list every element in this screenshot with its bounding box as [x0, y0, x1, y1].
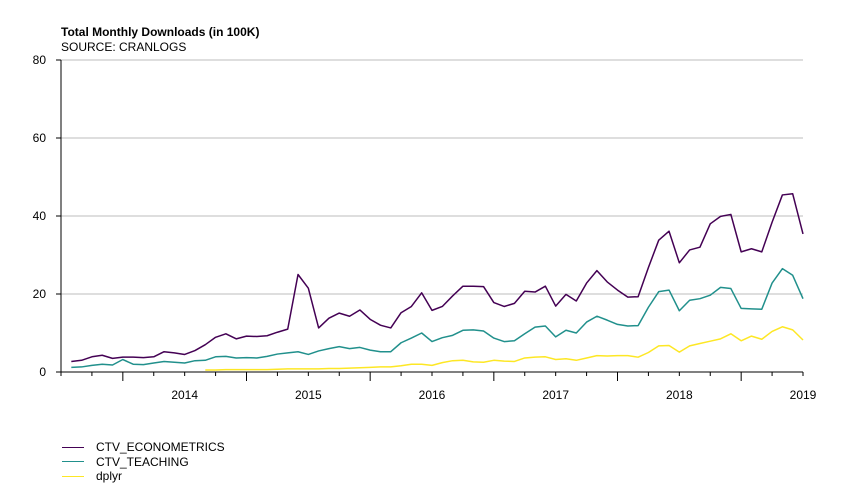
y-axis: 0 20 40 60 80	[33, 53, 62, 379]
legend-item-teaching: CTV_TEACHING	[62, 455, 225, 470]
series-line-ctv-econometrics	[71, 193, 804, 363]
series-lines	[71, 193, 804, 371]
legend-item-dplyr: dplyr	[62, 469, 225, 484]
chart-title: Total Monthly Downloads (in 100K)	[61, 25, 260, 39]
legend-label-econometrics: CTV_ECONOMETRICS	[96, 440, 225, 455]
chart-subtitle: SOURCE: CRANLOGS	[61, 40, 187, 54]
y-tick-label: 40	[33, 209, 47, 223]
legend-label-dplyr: dplyr	[96, 469, 123, 484]
y-tick-label: 20	[33, 287, 47, 301]
legend: CTV_ECONOMETRICS CTV_TEACHING dplyr	[62, 440, 225, 484]
x-tick-label-2018: 2018	[666, 388, 693, 402]
legend-swatch-econometrics	[62, 446, 84, 448]
series-line-dplyr	[205, 326, 804, 371]
y-tick-label: 80	[33, 53, 47, 67]
legend-swatch-teaching	[62, 461, 84, 463]
x-tick-label-2016: 2016	[419, 388, 446, 402]
y-tick-label: 0	[39, 365, 46, 379]
x-tick-label-2015: 2015	[295, 388, 322, 402]
y-tick-label: 60	[33, 131, 47, 145]
legend-label-teaching: CTV_TEACHING	[96, 454, 189, 469]
x-tick-label-2019: 2019	[790, 388, 817, 402]
x-axis: 2014 2015 2016 2017 2018 2019	[60, 371, 817, 402]
legend-item-econometrics: CTV_ECONOMETRICS	[62, 440, 225, 455]
legend-swatch-dplyr	[62, 475, 84, 477]
x-tick-label-2017: 2017	[542, 388, 569, 402]
series-line-ctv-teaching	[71, 267, 804, 369]
x-tick-label-2014: 2014	[171, 388, 198, 402]
gridlines	[61, 59, 803, 295]
